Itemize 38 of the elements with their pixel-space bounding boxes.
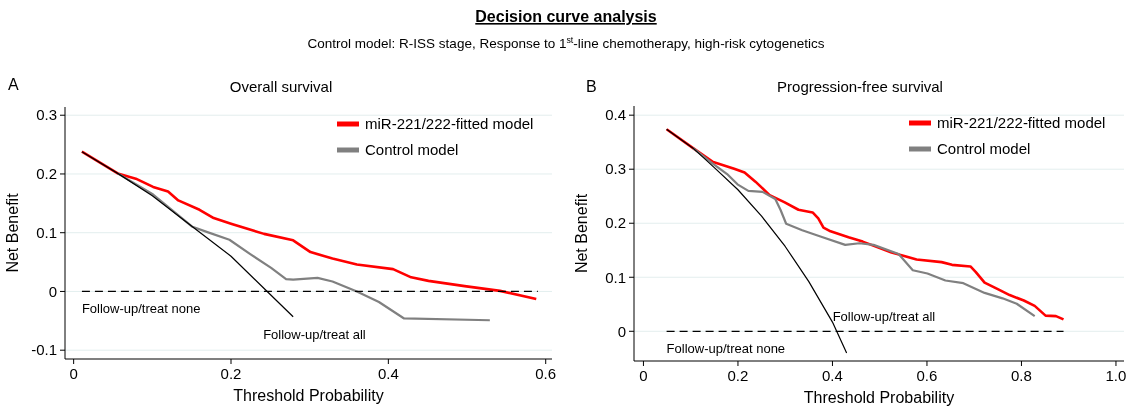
x-tick-label: 0.2	[727, 367, 749, 384]
x-tick-label: 0.2	[220, 365, 242, 382]
series-label: Follow-up/treat all	[832, 309, 936, 325]
x-tick-label: 0.4	[377, 365, 399, 382]
x-tick-label: 0.6	[535, 365, 557, 382]
y-tick-label: 0.3	[36, 106, 57, 124]
y-tick-label: 0.1	[36, 223, 57, 241]
x-tick-label: 0.8	[1011, 367, 1032, 384]
y-tick-label: 0.4	[605, 106, 626, 124]
text: Decision curve analysis	[475, 8, 657, 25]
legend-label: Control model	[937, 140, 1031, 158]
y-tick-label: 0	[48, 282, 57, 300]
y-tick-label: 0.2	[36, 165, 57, 183]
series-label: Follow-up/treat none	[81, 301, 201, 317]
y-tick-label: 0	[617, 322, 626, 340]
legend-label: miR-221/222-fitted model	[937, 114, 1106, 132]
x-tick-label: 0	[639, 367, 648, 384]
series-label: Follow-up/treat none	[666, 341, 786, 357]
y-axis-title: Net Benefit	[573, 193, 590, 274]
x-tick-label: 0.4	[822, 367, 843, 384]
y-tick-label: -0.1	[31, 341, 57, 359]
text: B	[586, 78, 597, 95]
x-axis-title: Threshold Probability	[803, 389, 955, 406]
y-tick-label: 0.3	[605, 160, 626, 178]
x-tick-label: 0	[69, 365, 78, 382]
text: A	[8, 76, 19, 93]
y-tick-label: 0.2	[605, 214, 626, 232]
x-tick-label: 1.0	[1105, 367, 1127, 384]
chart-title: Progression-free survival	[777, 78, 943, 95]
x-axis-title: Threshold Probability	[233, 387, 384, 404]
legend-label: Control model	[365, 141, 459, 159]
y-axis-title: Net Benefit	[4, 192, 21, 273]
text: Follow-up/treat all	[263, 326, 366, 342]
chart-title: Overall survival	[229, 78, 333, 95]
y-tick-label: 0.1	[605, 268, 626, 286]
x-tick-label: 0.6	[916, 367, 938, 384]
legend-label: miR-221/222-fitted model	[365, 115, 534, 133]
text: Control model: R-ISS stage, Response to 1$^{st}$-line chemotherapy, high-risk cytogenetics	[307, 35, 825, 51]
